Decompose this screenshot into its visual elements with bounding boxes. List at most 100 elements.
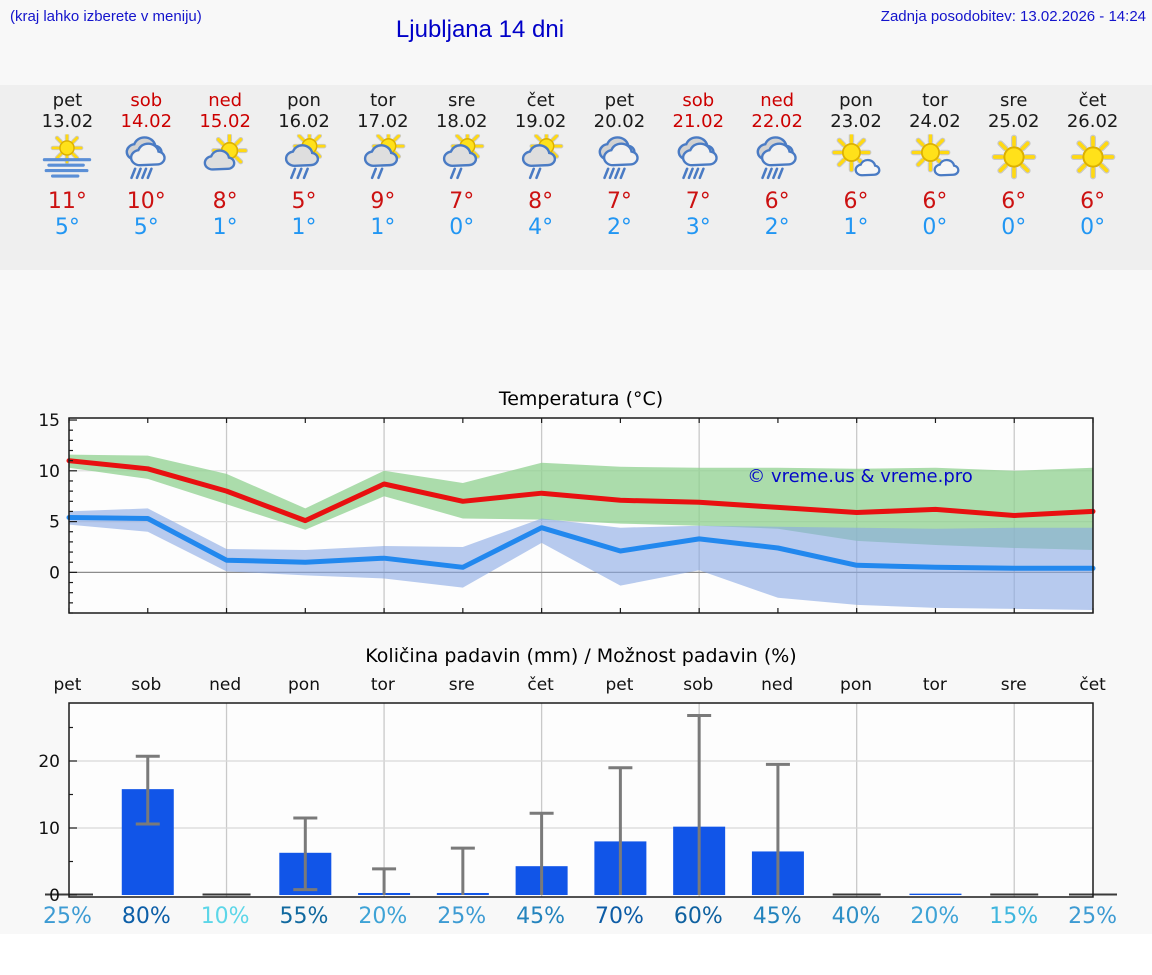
precip-probability: 10% [200, 904, 250, 929]
day-date: 20.02 [593, 111, 646, 132]
precip-probability: 80% [121, 904, 171, 929]
day-name: čet [526, 90, 555, 111]
day-name: tor [922, 90, 948, 111]
day-date: 17.02 [357, 111, 409, 132]
precip-probability: 20% [910, 904, 960, 929]
precip-probability: 25% [437, 904, 487, 929]
day-date: 16.02 [278, 111, 330, 132]
temp-y-axis-labels: 0 5 10 15 [38, 411, 60, 583]
day-low-temp: 4° [528, 215, 554, 240]
page-title: Ljubljana 14 dni [395, 16, 565, 43]
day-high-temp: 6° [1080, 189, 1106, 214]
day-label: pon [840, 675, 872, 695]
location-menu-hint: (kraj lahko izberete v meniju) [10, 8, 202, 25]
day-column[interactable]: sre 25.02 6° 0° [974, 85, 1053, 270]
day-column[interactable]: ned 22.02 6° 2° [738, 85, 817, 270]
day-label: ned [209, 675, 242, 695]
precip-y-axis-labels: 0 10 20 [38, 752, 60, 903]
day-high-temp: 11° [47, 189, 87, 214]
day-label: tor [370, 675, 395, 695]
cloud-rain-icon [748, 134, 806, 180]
day-low-temp: 3° [685, 215, 711, 240]
day-column[interactable]: čet 19.02 8° 4° [501, 85, 580, 270]
precip-probability: 25% [42, 904, 92, 929]
day-high-temp: 6° [764, 189, 790, 214]
day-name: čet [1078, 90, 1107, 111]
min-range-band [69, 508, 1093, 610]
precip-probability: 25% [1068, 904, 1118, 929]
day-label: čet [527, 675, 554, 695]
cloud-rain-icon [669, 134, 727, 180]
day-low-temp: 0° [1001, 215, 1027, 240]
day-strip-background [0, 85, 1152, 270]
precip-probability: 15% [989, 904, 1039, 929]
day-column[interactable]: sob 21.02 7° 3° [659, 85, 738, 270]
day-name: sre [1000, 90, 1028, 111]
svg-text:15: 15 [38, 411, 60, 431]
svg-text:0: 0 [49, 886, 60, 903]
day-low-temp: 1° [212, 215, 238, 240]
svg-text:5: 5 [49, 513, 60, 533]
day-name: pet [52, 90, 83, 111]
day-label: čet [1079, 675, 1106, 695]
svg-text:10: 10 [38, 462, 60, 482]
day-column[interactable]: pet 20.02 7° 2° [580, 85, 659, 270]
day-date: 18.02 [435, 111, 488, 132]
cloud-rain-icon [590, 134, 648, 180]
sun-icon [1064, 134, 1122, 180]
day-name: sre [447, 90, 476, 111]
precip-probability: 45% [516, 904, 566, 929]
day-column[interactable]: ned 15.02 8° 1° [186, 85, 265, 270]
svg-text:0: 0 [49, 563, 60, 583]
day-date: 13.02 [41, 111, 94, 132]
day-high-temp: 10° [126, 189, 166, 214]
min-temperature-line [66, 515, 1096, 571]
day-column[interactable]: pon 16.02 5° 1° [265, 85, 344, 270]
precip-probability: 40% [831, 904, 881, 929]
day-label: pon [288, 675, 320, 695]
sun-cloud-icon [196, 134, 254, 180]
day-label: tor [922, 675, 947, 695]
day-high-temp: 8° [212, 189, 238, 214]
day-column[interactable]: sob 14.02 10° 5° [107, 85, 186, 270]
day-name: pon [839, 90, 873, 111]
day-low-temp: 2° [764, 215, 790, 240]
day-name: pet [604, 90, 635, 111]
sun-icon [985, 134, 1043, 180]
day-low-temp: 0° [449, 215, 475, 240]
day-column[interactable]: pon 23.02 6° 1° [817, 85, 896, 270]
day-name: ned [760, 90, 795, 111]
day-date: 14.02 [120, 111, 173, 132]
day-date: 15.02 [199, 111, 251, 132]
day-low-temp: 0° [922, 215, 948, 240]
precip-probability: 60% [673, 904, 723, 929]
day-column[interactable]: pet 13.02 11° 5° [28, 85, 107, 270]
watermark-link[interactable]: © vreme.us & vreme.pro [747, 466, 973, 487]
day-high-temp: 5° [291, 189, 317, 214]
day-date: 23.02 [830, 111, 882, 132]
sun-small-cloud-icon [827, 134, 885, 180]
day-label: sre [1000, 675, 1027, 695]
precipitation-chart-title: Količina padavin (mm) / Možnost padavin … [365, 645, 797, 667]
day-name: sob [682, 90, 715, 111]
cloud-rain-icon [117, 134, 175, 180]
max-range-band [69, 454, 1093, 550]
day-column[interactable]: tor 24.02 6° 0° [895, 85, 974, 270]
sun-small-cloud-icon [906, 134, 964, 180]
day-column[interactable]: tor 17.02 9° 1° [343, 85, 422, 270]
day-column[interactable]: čet 26.02 6° 0° [1053, 85, 1132, 270]
precip-error-bars [135, 713, 790, 895]
day-name: tor [370, 90, 396, 111]
sun-cloud-light-rain-icon [433, 134, 491, 180]
sun-cloud-rain-icon [275, 134, 333, 180]
day-label: sre [448, 675, 475, 695]
temperature-chart: 0 5 10 15 [38, 411, 1096, 614]
day-low-temp: 0° [1080, 215, 1106, 240]
precip-probability: 70% [594, 904, 644, 929]
precip-probability: 20% [358, 904, 408, 929]
temperature-chart-title: Temperatura (°C) [498, 388, 664, 410]
day-date: 21.02 [672, 111, 725, 132]
precip-probability: 55% [279, 904, 329, 929]
day-low-temp: 1° [370, 215, 396, 240]
day-column[interactable]: sre 18.02 7° 0° [422, 85, 501, 270]
